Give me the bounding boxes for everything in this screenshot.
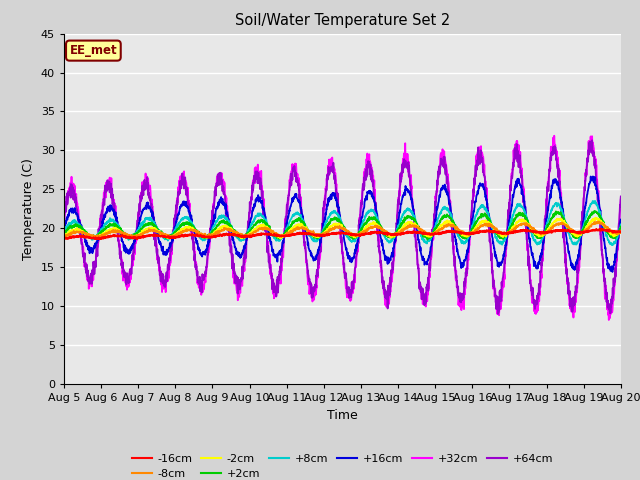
+2cm: [601, 225, 609, 230]
Text: EE_met: EE_met: [70, 44, 117, 57]
+2cm: [602, 224, 609, 230]
Line: -8cm: -8cm: [64, 221, 621, 238]
-2cm: [88, 233, 96, 239]
-2cm: [277, 236, 285, 241]
-16cm: [617, 229, 625, 235]
-2cm: [316, 232, 324, 238]
-8cm: [316, 232, 324, 238]
Line: +64cm: +64cm: [64, 140, 621, 314]
-16cm: [499, 230, 506, 236]
+8cm: [499, 239, 506, 245]
-8cm: [595, 218, 603, 224]
Line: +2cm: +2cm: [64, 211, 621, 240]
+16cm: [499, 259, 506, 264]
+64cm: [88, 267, 96, 273]
+2cm: [60, 231, 68, 237]
+32cm: [316, 255, 324, 261]
-2cm: [60, 233, 68, 239]
+2cm: [591, 208, 598, 214]
+32cm: [601, 285, 609, 291]
-16cm: [88, 235, 96, 241]
-8cm: [602, 225, 609, 230]
+16cm: [617, 217, 625, 223]
Title: Soil/Water Temperature Set 2: Soil/Water Temperature Set 2: [235, 13, 450, 28]
-16cm: [60, 236, 68, 241]
+32cm: [88, 276, 96, 282]
+2cm: [316, 233, 324, 239]
-16cm: [602, 228, 609, 233]
-16cm: [316, 232, 324, 238]
+16cm: [609, 269, 616, 275]
+16cm: [316, 241, 324, 247]
-2cm: [602, 225, 609, 231]
-2cm: [617, 228, 625, 234]
-8cm: [601, 223, 609, 229]
+64cm: [316, 250, 324, 255]
+32cm: [550, 133, 558, 139]
-8cm: [331, 224, 339, 229]
+8cm: [331, 210, 339, 216]
+16cm: [601, 243, 609, 249]
Line: -16cm: -16cm: [64, 229, 621, 239]
-2cm: [331, 223, 339, 228]
Legend: -16cm, -8cm, -2cm, +2cm, +8cm, +16cm, +32cm, +64cm: -16cm, -8cm, -2cm, +2cm, +8cm, +16cm, +3…: [127, 449, 557, 480]
+64cm: [602, 278, 609, 284]
-2cm: [499, 234, 506, 240]
-8cm: [88, 234, 96, 240]
-2cm: [591, 215, 599, 220]
Line: -2cm: -2cm: [64, 217, 621, 239]
+2cm: [331, 215, 339, 220]
+8cm: [591, 198, 599, 204]
+8cm: [609, 242, 616, 248]
+16cm: [331, 190, 339, 196]
+32cm: [499, 288, 506, 293]
+64cm: [499, 276, 506, 281]
+64cm: [60, 217, 68, 223]
+32cm: [331, 172, 339, 178]
Line: +32cm: +32cm: [64, 136, 621, 320]
-8cm: [93, 235, 100, 241]
+32cm: [601, 296, 609, 302]
+2cm: [499, 236, 506, 241]
+2cm: [88, 235, 96, 240]
+8cm: [60, 228, 68, 233]
+2cm: [424, 237, 431, 242]
Line: +16cm: +16cm: [64, 177, 621, 272]
+32cm: [605, 317, 612, 323]
+8cm: [617, 222, 625, 228]
+8cm: [601, 225, 609, 231]
Line: +8cm: +8cm: [64, 201, 621, 245]
+32cm: [60, 213, 68, 218]
-16cm: [599, 226, 607, 232]
+8cm: [601, 226, 609, 232]
-16cm: [331, 231, 339, 237]
-16cm: [133, 236, 141, 242]
+16cm: [601, 241, 609, 247]
+8cm: [88, 236, 96, 241]
Y-axis label: Temperature (C): Temperature (C): [22, 158, 35, 260]
+64cm: [331, 172, 339, 178]
-8cm: [499, 230, 506, 236]
-16cm: [601, 227, 609, 233]
+8cm: [316, 233, 324, 239]
-2cm: [601, 224, 609, 229]
-8cm: [617, 228, 625, 234]
+16cm: [88, 250, 96, 256]
+16cm: [589, 174, 596, 180]
+32cm: [617, 197, 625, 203]
X-axis label: Time: Time: [327, 408, 358, 421]
+16cm: [60, 226, 68, 232]
+2cm: [617, 224, 625, 229]
+64cm: [601, 284, 609, 289]
+64cm: [617, 193, 625, 199]
+64cm: [494, 311, 502, 317]
-8cm: [60, 234, 68, 240]
+64cm: [588, 137, 596, 143]
